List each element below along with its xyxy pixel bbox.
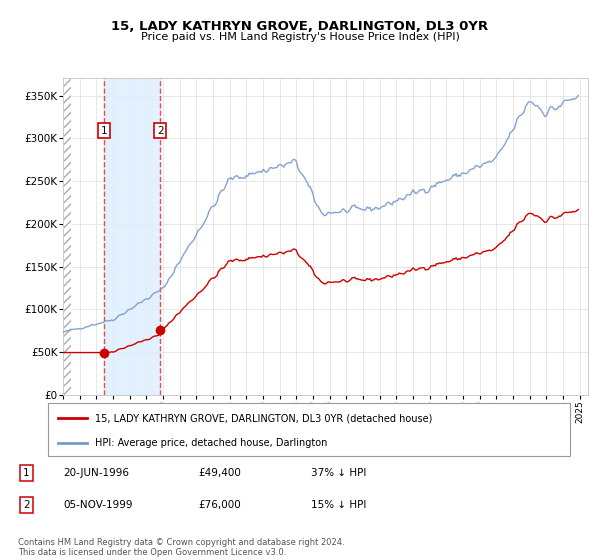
Text: 1: 1 [23,468,30,478]
Text: 15, LADY KATHRYN GROVE, DARLINGTON, DL3 0YR (detached house): 15, LADY KATHRYN GROVE, DARLINGTON, DL3 … [95,413,433,423]
Text: Price paid vs. HM Land Registry's House Price Index (HPI): Price paid vs. HM Land Registry's House … [140,32,460,43]
Text: 15% ↓ HPI: 15% ↓ HPI [311,500,367,510]
Bar [63,78,71,395]
Text: 2: 2 [157,125,164,136]
Text: 2: 2 [23,500,30,510]
Text: 37% ↓ HPI: 37% ↓ HPI [311,468,367,478]
Text: HPI: Average price, detached house, Darlington: HPI: Average price, detached house, Darl… [95,438,328,448]
Text: 1: 1 [101,125,107,136]
Text: £49,400: £49,400 [199,468,241,478]
FancyBboxPatch shape [48,403,570,456]
Text: 15, LADY KATHRYN GROVE, DARLINGTON, DL3 0YR: 15, LADY KATHRYN GROVE, DARLINGTON, DL3 … [112,20,488,32]
Bar [63,78,71,395]
Bar [104,78,160,395]
Text: Contains HM Land Registry data © Crown copyright and database right 2024.
This d: Contains HM Land Registry data © Crown c… [18,538,344,557]
Text: £76,000: £76,000 [199,500,241,510]
Text: 05-NOV-1999: 05-NOV-1999 [63,500,133,510]
Text: 20-JUN-1996: 20-JUN-1996 [63,468,129,478]
